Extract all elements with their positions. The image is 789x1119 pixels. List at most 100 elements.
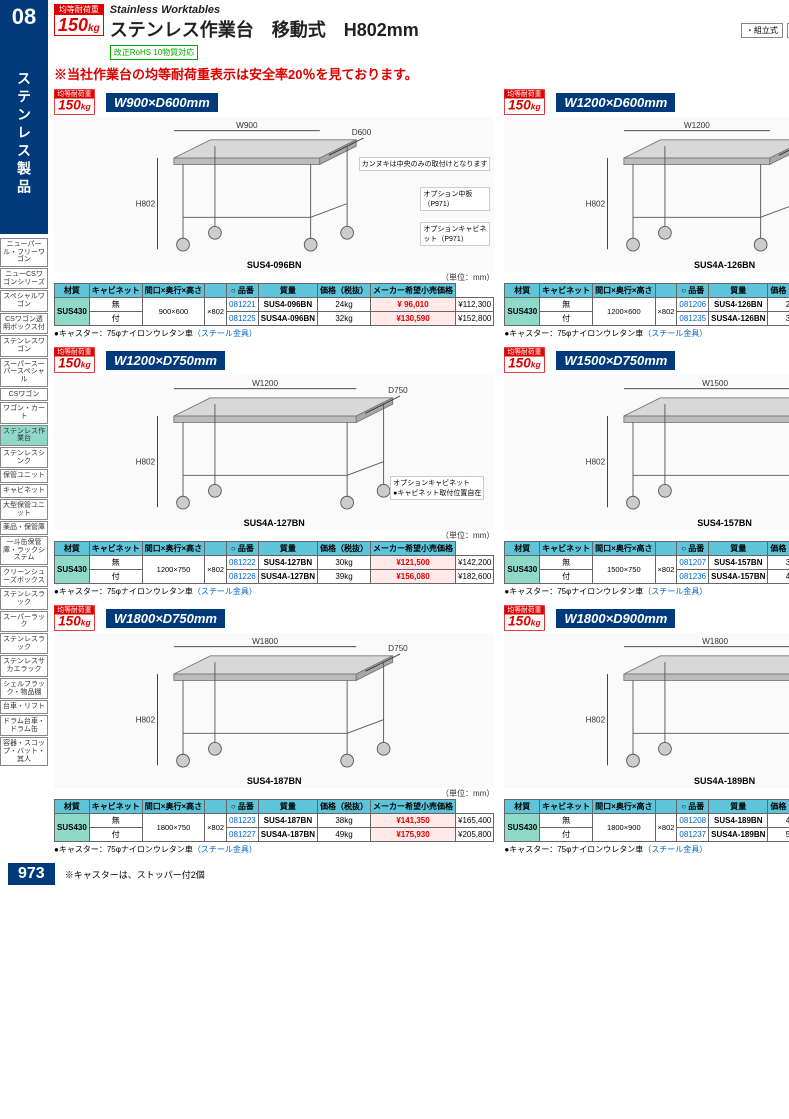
caster-note: ●キャスター：75φナイロンウレタン車（スチール金具） [54,844,494,855]
table-header: 間口×奥行×高さ [142,800,204,814]
svg-text:W1800: W1800 [252,637,278,646]
model-number: SUS4-127BN [258,556,317,570]
model-label: SUS4-096BN [247,260,302,270]
page-number: 973 [8,863,55,885]
side-nav-item[interactable]: キャビネット [0,484,48,498]
spec-table: 材質キャビネット間口×奥行×高さ○ 品番質量価格（税抜）メーカー希望小売価格 S… [54,283,494,326]
table-row: SUS430 無 1800×750 ×802 081223 SUS4-187BN… [55,814,494,828]
product-image: W1800 D750 H802 SUS4-187BN [54,633,494,788]
side-nav-item[interactable]: ステンレスサカエラック [0,655,48,676]
caster-note: ●キャスター：75φナイロンウレタン車（スチール金具） [504,328,789,339]
side-nav-item[interactable]: ステンレスラック [0,588,48,609]
svg-text:H802: H802 [586,457,606,466]
price: ¥121,500 [371,556,456,570]
side-nav-item[interactable]: 大型保管ユニット [0,499,48,520]
table-header: 間口×奥行×高さ [142,284,204,298]
table-header: ○ 品番 [677,800,709,814]
price: ¥ 96,010 [371,298,456,312]
product-code: 081207 [677,556,709,570]
side-nav-item[interactable]: 容器・スコップ・バット・其人 [0,737,48,766]
side-nav-item[interactable]: ニューCSワゴンシリーズ [0,268,48,289]
table-header: メーカー希望小売価格 [371,284,456,298]
caster-note: ●キャスター：75φナイロンウレタン車（スチール金具） [504,844,789,855]
product-code: 081235 [677,312,709,326]
table-header: 間口×奥行×高さ [593,542,655,556]
panel-dimension: W1800×D900mm [556,609,675,628]
product-panel: 均等耐荷重 150kg W900×D600mm W900 D600 H802 カ… [54,87,494,339]
table-header: 材質 [505,284,540,298]
model-label: SUS4-187BN [247,776,302,786]
side-nav-item[interactable]: クリーンシューズボックス [0,566,48,587]
model-number: SUS4-096BN [258,298,317,312]
unit-label: （単位：mm） [54,272,494,283]
panel-dimension: W1500×D750mm [556,351,675,370]
table-row: 付 081225 SUS4A-096BN 32kg ¥130,590 ¥152,… [55,312,494,326]
side-nav-item[interactable]: シェルフラック・物品棚 [0,678,48,699]
table-header: 材質 [55,800,90,814]
table-header: ○ 品番 [677,284,709,298]
table-header: キャビネット [89,800,142,814]
side-nav-item[interactable]: スペシャルワゴン [0,290,48,311]
panel-load-badge: 均等耐荷重 150kg [54,347,95,373]
side-nav-item[interactable]: ステンレスラック [0,633,48,654]
side-nav-item[interactable]: スーパースーパースペシャル [0,358,48,387]
table-header: 質量 [258,542,317,556]
product-code: 081237 [677,828,709,842]
caster-note: ●キャスター：75φナイロンウレタン車（スチール金具） [54,328,494,339]
product-image: W1200 D600 H802 SUS4A-126BN [504,117,789,272]
model-label: SUS4A-189BN [694,776,755,786]
table-header: ○ 品番 [227,284,259,298]
side-nav-item[interactable]: ステンレス作業台 [0,425,48,446]
svg-text:W1500: W1500 [702,379,728,388]
caster-note: ●キャスター：75φナイロンウレタン車（スチール金具） [504,586,789,597]
table-header: ○ 品番 [227,800,259,814]
side-nav-item[interactable]: 保管ユニット [0,469,48,483]
side-nav-item[interactable]: 一斗缶保管庫・ラックシステム [0,536,48,565]
product-panel: 均等耐荷重 150kg W1200×D750mm W1200 D750 H802… [54,345,494,597]
table-header [655,800,677,814]
footer: 973 ※キャスターは、ストッパー付2個 [0,859,789,889]
side-nav-item[interactable]: ステンレスワゴン [0,335,48,356]
table-header: 間口×奥行×高さ [593,800,655,814]
table-header: 材質 [505,800,540,814]
spec-table: 材質キャビネット間口×奥行×高さ○ 品番質量価格（税抜）メーカー希望小売価格 S… [504,283,789,326]
side-nav-item[interactable]: ニューパール・フリーワゴン [0,238,48,267]
side-nav-item[interactable]: ステンレスシンク [0,447,48,468]
table-header: 間口×奥行×高さ [142,542,204,556]
price: ¥156,080 [371,570,456,584]
side-nav-item[interactable]: CSワゴン [0,388,48,402]
panel-load-badge: 均等耐荷重 150kg [54,89,95,115]
model-number: SUS4A-127BN [258,570,317,584]
unit-label: （単位：mm） [54,530,494,541]
side-nav-item[interactable]: スーパーラック [0,611,48,632]
svg-text:D750: D750 [388,386,408,395]
table-row: SUS430 無 1200×750 ×802 081222 SUS4-127BN… [55,556,494,570]
table-header: キャビネット [89,542,142,556]
product-code: 081221 [227,298,259,312]
svg-text:H802: H802 [136,457,156,466]
product-code: 081226 [227,570,259,584]
model-number: SUS4A-126BN [709,312,768,326]
side-nav-item[interactable]: ワゴン・カート [0,402,48,423]
side-nav-item[interactable]: 台車・リフト [0,700,48,714]
product-image: W1500 D750 H802 SUS4-157BN [504,375,789,530]
side-nav-item[interactable]: 薬品・保管庫 [0,521,48,535]
material-cell: SUS430 [505,556,540,584]
svg-text:H802: H802 [136,715,156,724]
svg-text:H802: H802 [136,199,156,208]
product-image: W900 D600 H802 カンヌキは中央のみの取付けとなります オプション中… [54,117,494,272]
unit-label: （単位：mm） [504,530,789,541]
table-row: SUS430 無 1500×750 ×802 081207 SUS4-157BN… [505,556,789,570]
product-panel: 均等耐荷重 150kg W1200×D600mm W1200 D600 H802… [504,87,789,339]
side-nav-item[interactable]: ドラム台車・ドラム缶 [0,715,48,736]
option-cabinet: オプションキャビネット（P971） [420,222,490,246]
side-nav-item[interactable]: CSワゴン透明ボックス付 [0,313,48,334]
table-header: 質量 [258,284,317,298]
model-number: SUS4A-189BN [709,828,768,842]
table-header: 質量 [709,542,768,556]
panel-dimension: W1200×D750mm [106,351,225,370]
table-row: SUS430 無 1200×600 ×802 081206 SUS4-126BN… [505,298,789,312]
spec-table: 材質キャビネット間口×奥行×高さ○ 品番質量価格（税抜）メーカー希望小売価格 S… [504,799,789,842]
material-cell: SUS430 [55,814,90,842]
material-cell: SUS430 [55,298,90,326]
